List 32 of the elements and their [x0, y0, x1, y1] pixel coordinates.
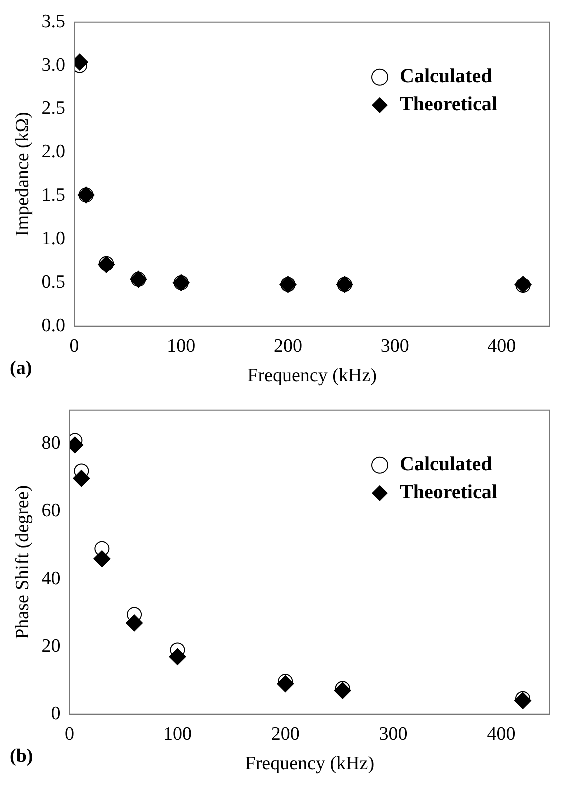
x-axis-title: Frequency (kHz)	[245, 754, 375, 775]
y-tick-label: 40	[42, 568, 61, 590]
x-tick-label: 400	[488, 336, 516, 357]
text: (a)	[10, 358, 32, 379]
x-tick-label: 100	[163, 724, 192, 745]
y-tick-label: 1.0	[42, 228, 66, 250]
y-tick-label: 0.0	[42, 315, 66, 336]
x-tick-label: 100	[167, 336, 196, 357]
x-tick-label: 300	[380, 336, 410, 357]
y-tick-label: 1.5	[42, 185, 66, 206]
y-tick-label: 0	[51, 703, 61, 724]
y-tick-label: 3.0	[42, 54, 66, 76]
legend-label: Calculated	[400, 454, 492, 476]
x-axis-title: Frequency (kHz)	[248, 366, 377, 387]
legend-label: Calculated	[400, 66, 492, 88]
y-axis-title: Impedance (kΩ)	[12, 112, 34, 237]
y-axis-title: Phase Shift (degree)	[12, 485, 34, 640]
legend-label: Theoretical	[400, 94, 498, 116]
x-tick-label: 0	[70, 336, 80, 357]
x-tick-label: 200	[271, 724, 300, 745]
x-tick-label: 300	[379, 724, 408, 745]
y-tick-label: 0.5	[42, 272, 66, 293]
y-tick-label: 2.5	[42, 98, 66, 120]
y-tick-label: 80	[42, 433, 61, 454]
x-tick-label: 200	[274, 336, 302, 357]
y-tick-label: 3.5	[42, 11, 66, 32]
legend-label: Theoretical	[400, 482, 498, 504]
x-tick-label: 400	[487, 724, 516, 745]
y-tick-label: 2.0	[42, 142, 66, 163]
y-tick-label: 60	[42, 500, 61, 522]
text: (b)	[10, 746, 34, 767]
y-tick-label: 20	[42, 636, 61, 657]
